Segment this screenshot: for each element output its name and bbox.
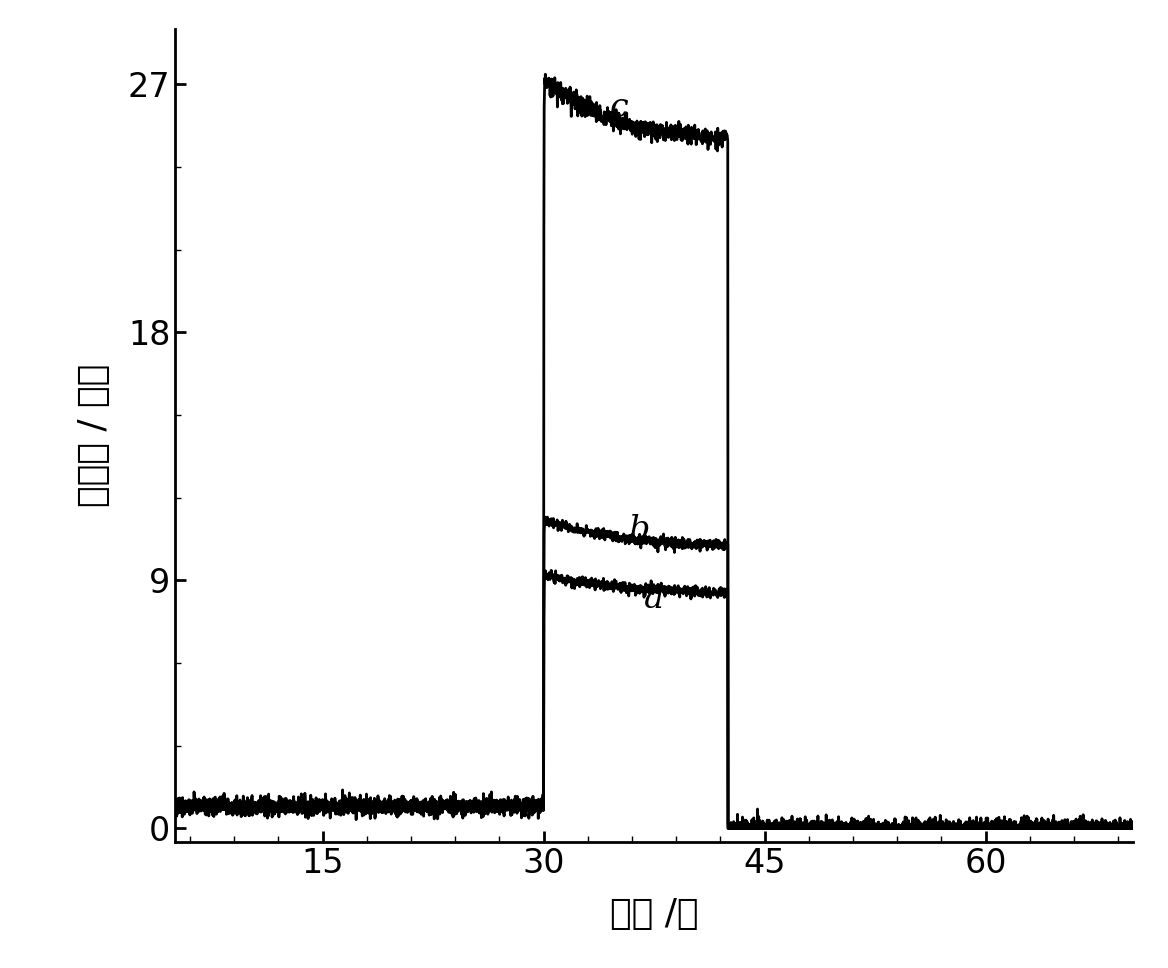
Text: c: c (610, 92, 628, 124)
Text: b: b (630, 514, 651, 546)
Y-axis label: 光电流 / 纳安: 光电流 / 纳安 (77, 364, 111, 507)
Text: a: a (644, 583, 663, 615)
X-axis label: 时间 /秒: 时间 /秒 (610, 896, 698, 930)
